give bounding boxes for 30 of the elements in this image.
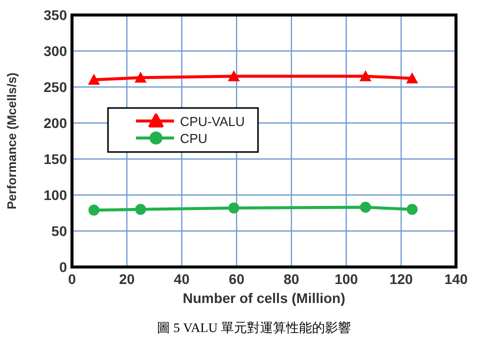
point xyxy=(228,70,240,82)
point xyxy=(135,204,146,215)
caption: 圖 5 VALU 單元對運算性能的影響 xyxy=(157,320,351,335)
y-tick-label: 50 xyxy=(51,223,68,239)
point xyxy=(360,202,371,213)
legend-label: CPU xyxy=(180,131,208,146)
y-tick-label: 0 xyxy=(59,259,68,275)
x-tick-label: 140 xyxy=(444,271,468,287)
x-axis-title: Number of cells (Million) xyxy=(182,290,346,306)
y-tick-label: 250 xyxy=(44,79,68,95)
x-tick-label: 60 xyxy=(228,271,245,287)
legend-label: CPU-VALU xyxy=(180,114,245,129)
point xyxy=(228,202,240,214)
y-axis-title: Performance (Mcells/s) xyxy=(5,72,19,210)
y-tick-label: 150 xyxy=(44,151,68,167)
x-tick-label: 80 xyxy=(284,271,300,287)
y-tick-label: 100 xyxy=(44,187,68,203)
y-tick-label: 350 xyxy=(44,7,68,23)
point xyxy=(359,70,372,82)
point xyxy=(88,74,100,85)
x-tick-label: 120 xyxy=(389,271,414,287)
x-tick-label: 100 xyxy=(334,271,358,287)
y-tick-label: 200 xyxy=(44,115,68,131)
point xyxy=(406,204,418,215)
y-tick-label: 300 xyxy=(44,43,68,59)
x-tick-label: 20 xyxy=(119,271,135,287)
x-tick-label: 40 xyxy=(174,271,190,287)
point xyxy=(134,72,147,83)
point xyxy=(88,204,100,216)
point xyxy=(406,72,418,84)
